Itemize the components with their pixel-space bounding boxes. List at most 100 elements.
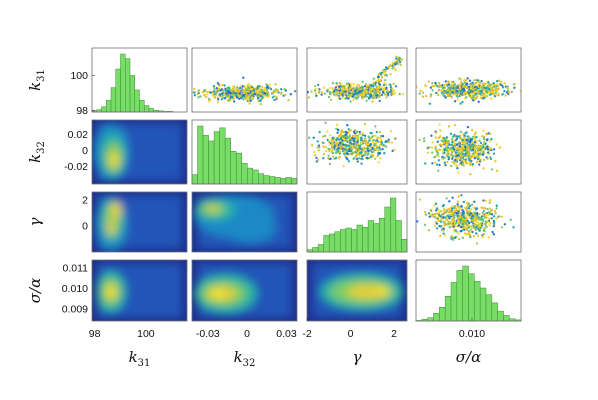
scatter-point (472, 151, 476, 155)
scatter-point (445, 149, 448, 152)
scatter-point (361, 87, 365, 91)
scatter-point (235, 95, 239, 99)
scatter-point (337, 87, 341, 91)
scatter-point (355, 130, 358, 134)
scatter-point (317, 149, 320, 152)
panel-gamma-k31 (91, 191, 188, 253)
scatter-point (450, 81, 453, 84)
scatter-point (263, 87, 267, 90)
histogram-bar (462, 265, 469, 322)
scatter-point (457, 91, 460, 95)
scatter-point (456, 164, 459, 168)
panel-frame (306, 191, 408, 253)
scatter-point (224, 89, 227, 92)
density-contour (108, 286, 114, 297)
scatter-point (463, 214, 466, 217)
scatter-point (392, 66, 396, 69)
scatter-point (181, 95, 183, 97)
scatter-point (473, 154, 476, 158)
scatter-point (468, 232, 471, 235)
scatter-point (283, 93, 287, 97)
scatter-point (452, 135, 455, 138)
scatter-point (454, 207, 457, 210)
scatter-point (337, 147, 340, 150)
scatter-point (467, 230, 471, 233)
scatter-point (371, 96, 374, 100)
scatter-point (451, 220, 454, 223)
scatter-point (345, 134, 349, 138)
scatter-point (452, 225, 455, 228)
scatter-point (467, 152, 471, 155)
scatter-point (429, 93, 433, 96)
scatter-point (314, 153, 317, 157)
scatter-point (461, 163, 464, 166)
scatter-point (433, 224, 437, 227)
scatter-point (352, 98, 355, 101)
scatter-point (240, 88, 244, 91)
scatter-point (490, 208, 493, 212)
scatter-point (324, 121, 327, 124)
scatter-point (438, 84, 441, 87)
scatter-point (207, 97, 211, 101)
scatter-point (307, 90, 310, 94)
histogram-bar (312, 247, 319, 253)
scatter-point (231, 96, 234, 99)
scatter-point (369, 155, 373, 158)
scatter-point (336, 90, 340, 94)
scatter-point (459, 84, 462, 87)
scatter-point (206, 90, 209, 94)
scatter-point (349, 146, 353, 149)
scatter-point (437, 219, 440, 223)
scatter-point (360, 136, 363, 139)
scatter-point (353, 90, 357, 93)
scatter-point (349, 87, 352, 90)
scatter-point (344, 88, 347, 91)
scatter-point (244, 95, 248, 99)
scatter-point (354, 155, 358, 158)
scatter-point (226, 87, 229, 91)
scatter-point (487, 114, 489, 116)
scatter-point (330, 150, 334, 154)
scatter-point (300, 88, 302, 90)
scatter-point (318, 146, 321, 149)
histogram-bar (252, 169, 259, 185)
histogram-bar (129, 75, 135, 113)
scatter-point (253, 92, 257, 96)
scatter-point (487, 81, 490, 84)
scatter-point (479, 158, 482, 162)
scatter-point (481, 235, 484, 239)
scatter-point (454, 205, 457, 208)
scatter-point (475, 225, 478, 228)
scatter-point (461, 132, 465, 136)
scatter-point (354, 92, 358, 95)
scatter-point (485, 139, 489, 142)
scatter-point (367, 96, 371, 99)
scatter-point (488, 89, 492, 92)
scatter-point (482, 150, 485, 153)
histogram-bar (356, 224, 363, 253)
scatter-point (383, 152, 386, 155)
scatter-point (382, 83, 386, 87)
y-axis-label-gamma: γ (26, 217, 44, 226)
scatter-point (442, 215, 445, 219)
x-tick-label: 2 (391, 328, 397, 340)
y-axis-labels: 98 100 k31 -0.02 0 0.02 k32 0 2 γ 0.009 0.010 0.011 σ… (26, 69, 95, 315)
scatter-point (473, 83, 477, 86)
scatter-point (352, 151, 355, 154)
panel-frame (306, 259, 408, 322)
scatter-point (353, 133, 356, 137)
scatter-point (461, 100, 464, 104)
scatter-point (389, 89, 393, 92)
scatter-point (473, 140, 476, 144)
scatter-point (209, 91, 212, 94)
panel-frame (306, 119, 408, 185)
scatter-point (395, 59, 399, 63)
scatter-point (368, 144, 372, 147)
scatter-point (381, 87, 385, 91)
scatter-point (471, 162, 474, 166)
scatter-point (437, 136, 440, 140)
histogram-bar (280, 178, 287, 185)
scatter-point (342, 138, 346, 141)
scatter-point (437, 169, 440, 172)
scatter-point (335, 127, 338, 130)
